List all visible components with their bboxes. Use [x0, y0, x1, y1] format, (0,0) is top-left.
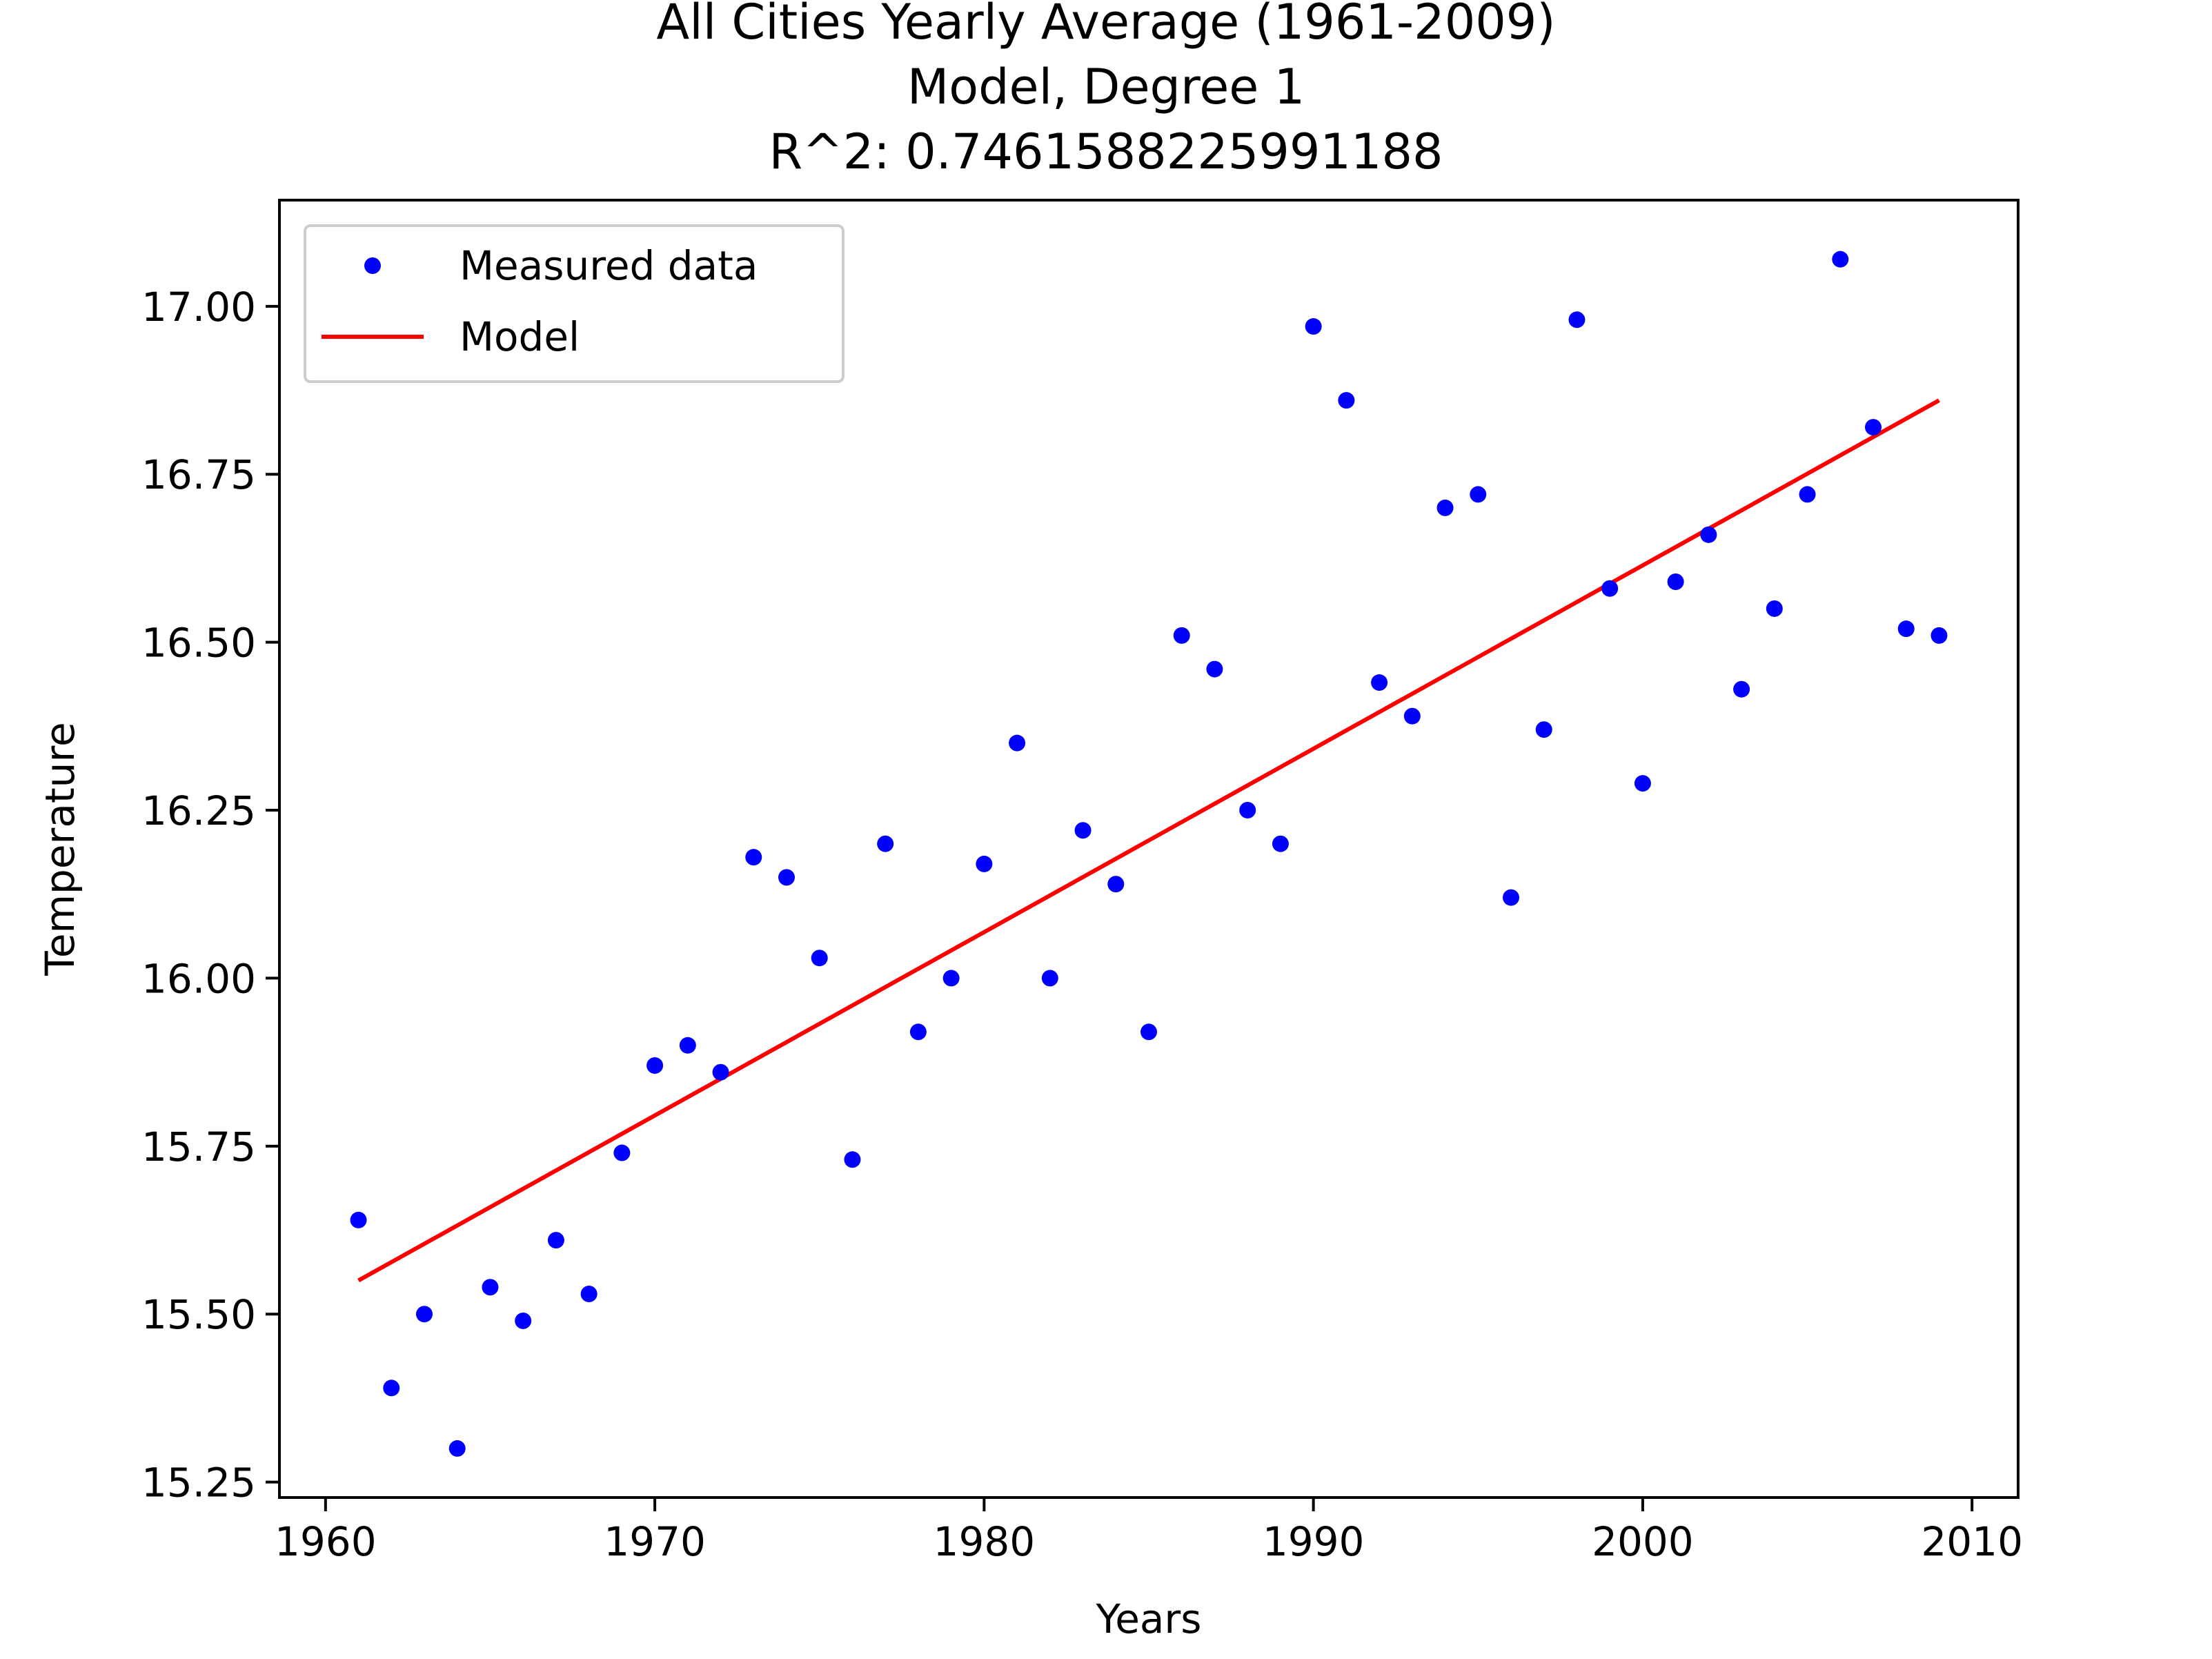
- chart-title: All Cities Yearly Average (1961-2009) Mo…: [656, 0, 1555, 180]
- data-point: [877, 835, 894, 852]
- y-tick-label: 15.50: [141, 1291, 256, 1338]
- y-axis-label: Temperature: [37, 722, 83, 976]
- data-point: [712, 1063, 729, 1081]
- data-point: [1173, 627, 1190, 644]
- data-point: [482, 1279, 499, 1296]
- measured-data-series: [350, 251, 1948, 1457]
- title-line-1: All Cities Yearly Average (1961-2009): [656, 0, 1555, 50]
- x-axis: 1960 1970 1980 1990 2000 2010: [275, 1498, 2023, 1565]
- data-point: [1107, 876, 1125, 893]
- data-point: [1206, 660, 1223, 678]
- plot-area-frame: [278, 199, 2020, 1499]
- data-point: [1799, 486, 1816, 503]
- y-tick-label: 17.00: [141, 284, 256, 331]
- data-point: [1568, 311, 1586, 328]
- data-point: [1239, 802, 1256, 819]
- data-point: [1634, 775, 1651, 792]
- data-point: [976, 855, 993, 872]
- x-tick-label: 1960: [275, 1518, 377, 1565]
- legend-box: [304, 224, 845, 383]
- y-tick-label: 16.00: [141, 955, 256, 1002]
- data-point: [1009, 734, 1026, 752]
- data-point: [909, 1023, 927, 1041]
- y-tick-label: 16.75: [141, 451, 256, 498]
- x-axis-label: Years: [1095, 1596, 1201, 1642]
- data-point: [1470, 486, 1487, 503]
- data-point: [1041, 970, 1058, 987]
- y-tick-label: 16.25: [141, 787, 256, 834]
- x-tick-label: 1980: [934, 1518, 1036, 1565]
- data-point: [1436, 499, 1454, 516]
- data-point: [1074, 822, 1092, 839]
- data-point: [416, 1306, 433, 1323]
- data-point: [515, 1312, 532, 1329]
- x-tick-label: 1990: [1263, 1518, 1365, 1565]
- title-line-3: R^2: 0.7461588225991188: [769, 124, 1443, 180]
- data-point: [1865, 419, 1882, 436]
- y-tick-label: 15.25: [141, 1460, 256, 1506]
- data-point: [1733, 680, 1750, 698]
- data-point: [547, 1232, 564, 1249]
- model-line-series: [357, 398, 1940, 1283]
- data-point: [1832, 251, 1849, 268]
- x-tick-label: 2010: [1921, 1518, 2023, 1565]
- data-point: [1601, 580, 1619, 597]
- data-point: [1371, 674, 1388, 691]
- data-point: [1140, 1023, 1157, 1041]
- legend-label-model: Model: [460, 313, 580, 360]
- data-point: [448, 1440, 466, 1457]
- model-line: [357, 398, 1940, 1283]
- data-point: [613, 1144, 631, 1161]
- data-point: [1766, 600, 1783, 617]
- data-point: [1403, 707, 1421, 725]
- data-point: [679, 1037, 696, 1054]
- data-point: [1667, 573, 1684, 590]
- data-point: [811, 950, 828, 967]
- data-point: [580, 1286, 598, 1303]
- y-axis: 15.25 15.50 15.75 16.00 16.25 16.50 16.75 17.00: [141, 284, 279, 1506]
- x-tick-label: 1970: [604, 1518, 706, 1565]
- data-point: [646, 1057, 664, 1074]
- x-tick-label: 2000: [1592, 1518, 1694, 1565]
- data-point: [1338, 392, 1355, 409]
- title-line-2: Model, Degree 1: [907, 59, 1305, 115]
- data-point: [942, 970, 960, 987]
- data-point: [383, 1380, 400, 1397]
- y-tick-label: 16.50: [141, 620, 256, 667]
- data-point: [1930, 627, 1948, 644]
- y-tick-label: 15.75: [141, 1123, 256, 1170]
- data-point: [1272, 835, 1289, 852]
- data-point: [745, 849, 762, 866]
- data-point: [1503, 889, 1519, 906]
- data-point: [1897, 620, 1915, 638]
- legend-label-measured-data: Measured data: [460, 242, 758, 289]
- data-point: [844, 1151, 861, 1168]
- data-point: [1700, 526, 1717, 543]
- legend: Measured data Model: [304, 224, 845, 383]
- data-point: [350, 1211, 367, 1228]
- legend-marker-measured-data: [364, 257, 381, 274]
- data-point: [1535, 721, 1552, 738]
- data-point: [778, 869, 795, 886]
- data-point: [1305, 318, 1322, 335]
